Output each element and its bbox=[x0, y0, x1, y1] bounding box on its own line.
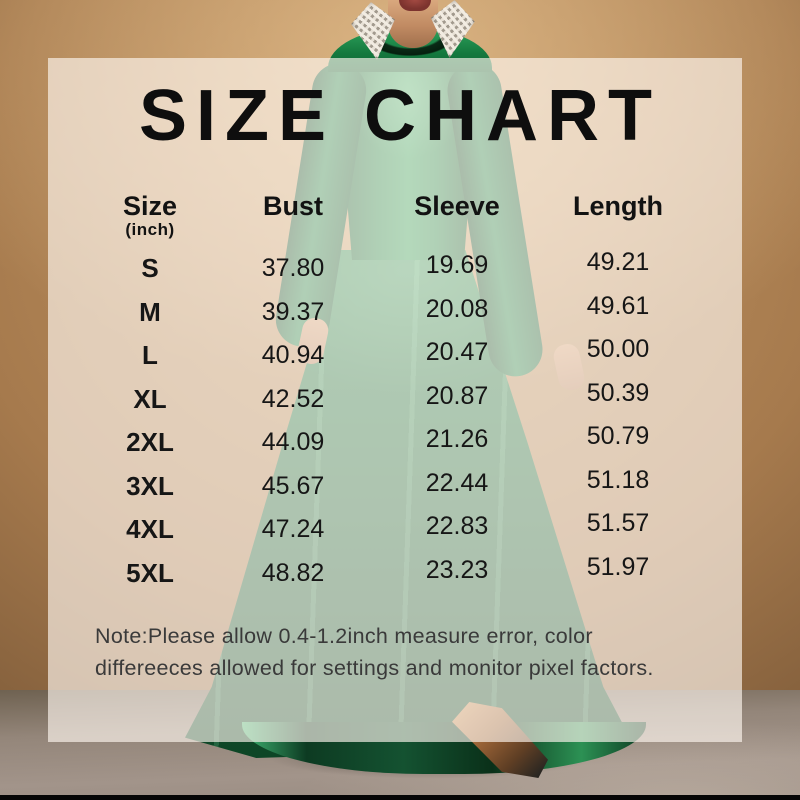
page-title: SIZE CHART bbox=[139, 76, 661, 156]
cell-size: XL bbox=[133, 383, 167, 414]
cell-bust: 45.67 bbox=[261, 471, 325, 500]
cell-size: M bbox=[139, 296, 161, 327]
bottom-black-strip bbox=[0, 795, 800, 800]
cell-length: 50.39 bbox=[586, 378, 650, 407]
header-bust: Bust bbox=[263, 191, 323, 221]
header-size-unit: (inch) bbox=[125, 220, 175, 240]
cell-bust: 44.09 bbox=[261, 428, 325, 457]
cell-sleeve: 22.83 bbox=[425, 512, 489, 541]
cell-bust: 40.94 bbox=[261, 341, 325, 370]
cell-size: 5XL bbox=[126, 557, 174, 588]
header-size: Size (inch) bbox=[88, 192, 212, 239]
cell-sleeve: 22.44 bbox=[425, 468, 489, 497]
cell-length: 51.18 bbox=[586, 465, 650, 494]
cell-size: S bbox=[141, 253, 159, 284]
cell-bust: 39.37 bbox=[261, 297, 325, 326]
cell-length: 49.61 bbox=[586, 291, 650, 320]
table-row: 4XL 47.24 22.83 51.57 bbox=[88, 508, 696, 552]
table-row: M 39.37 20.08 49.61 bbox=[88, 291, 696, 335]
size-table-header: Size (inch) Bust Sleeve Length bbox=[88, 192, 696, 239]
cell-sleeve: 20.08 bbox=[425, 294, 489, 323]
header-sleeve: Sleeve bbox=[414, 191, 500, 221]
note-line-2: differeeces allowed for settings and mon… bbox=[95, 656, 654, 681]
table-row: L 40.94 20.47 50.00 bbox=[88, 334, 696, 378]
model-lips bbox=[399, 0, 431, 11]
cell-length: 50.79 bbox=[586, 422, 650, 451]
header-length: Length bbox=[573, 191, 663, 221]
cell-size: L bbox=[142, 340, 158, 371]
cell-size: 4XL bbox=[126, 514, 174, 545]
cell-bust: 37.80 bbox=[261, 254, 325, 283]
cell-length: 49.21 bbox=[586, 248, 650, 277]
table-row: 3XL 45.67 22.44 51.18 bbox=[88, 465, 696, 509]
cell-length: 50.00 bbox=[586, 335, 650, 364]
cell-size: 2XL bbox=[126, 427, 174, 458]
note-line-1: Note:Please allow 0.4-1.2inch measure er… bbox=[95, 624, 593, 648]
cell-sleeve: 19.69 bbox=[425, 251, 489, 280]
cell-length: 51.57 bbox=[586, 509, 650, 538]
cell-sleeve: 20.47 bbox=[425, 338, 489, 367]
cell-bust: 48.82 bbox=[261, 558, 325, 587]
cell-sleeve: 23.23 bbox=[425, 555, 489, 584]
cell-length: 51.97 bbox=[586, 552, 650, 581]
cell-bust: 47.24 bbox=[261, 515, 325, 544]
table-row: 5XL 48.82 23.23 51.97 bbox=[88, 552, 696, 596]
size-table: Size (inch) Bust Sleeve Length S 37.80 1… bbox=[88, 192, 696, 595]
measure-error-note: Note:Please allow 0.4-1.2inch measure er… bbox=[95, 620, 675, 685]
cell-size: 3XL bbox=[126, 470, 174, 501]
table-row: XL 42.52 20.87 50.39 bbox=[88, 378, 696, 422]
cell-sleeve: 20.87 bbox=[425, 381, 489, 410]
table-row: S 37.80 19.69 49.21 bbox=[88, 247, 696, 291]
size-table-body: S 37.80 19.69 49.21 M 39.37 20.08 49.61 … bbox=[88, 247, 696, 595]
cell-sleeve: 21.26 bbox=[425, 425, 489, 454]
translucent-panel bbox=[48, 58, 742, 742]
table-row: 2XL 44.09 21.26 50.79 bbox=[88, 421, 696, 465]
cell-bust: 42.52 bbox=[261, 384, 325, 413]
